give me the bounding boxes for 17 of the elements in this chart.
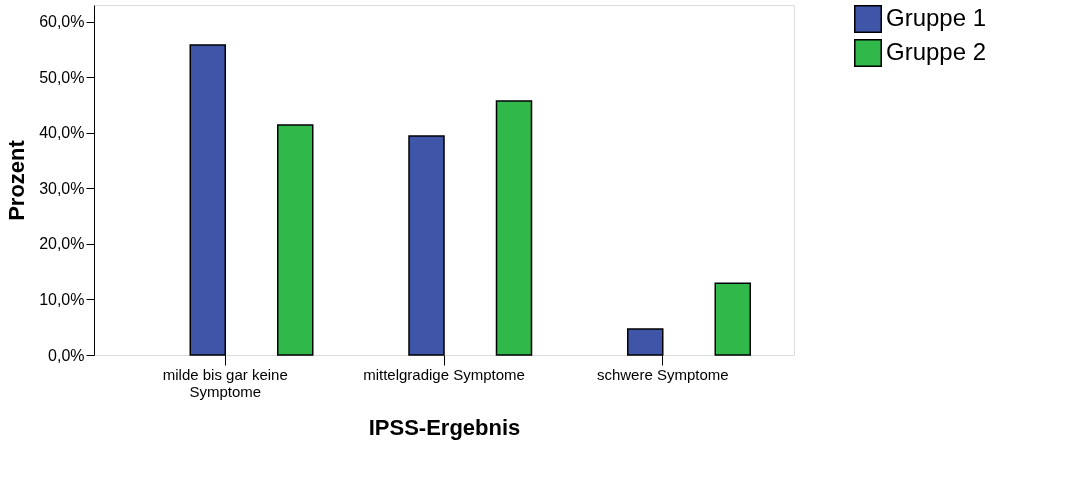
bar <box>495 100 533 356</box>
y-tick-label: 40,0% <box>39 124 85 142</box>
y-tick-label: 0,0% <box>48 346 85 364</box>
legend-label: Gruppe 2 <box>886 38 987 65</box>
legend-label: Gruppe 1 <box>886 4 987 31</box>
y-axis-title: Prozent <box>4 139 30 221</box>
x-tick-label: schwere Symptome <box>596 365 729 383</box>
x-tick-label: mittelgradige Symptome <box>363 365 525 383</box>
y-tick-label: 30,0% <box>39 179 85 197</box>
y-tick-label: 20,0% <box>39 235 85 253</box>
y-tick-label: 50,0% <box>39 68 85 86</box>
x-tick-label: milde bis gar keine Symptome <box>162 365 288 400</box>
y-tick-label: 60,0% <box>39 13 85 31</box>
bar <box>714 282 751 356</box>
y-tick-label: 10,0% <box>39 290 85 308</box>
x-axis-title: IPSS-Ergebnis <box>368 414 521 440</box>
bar <box>277 124 314 356</box>
